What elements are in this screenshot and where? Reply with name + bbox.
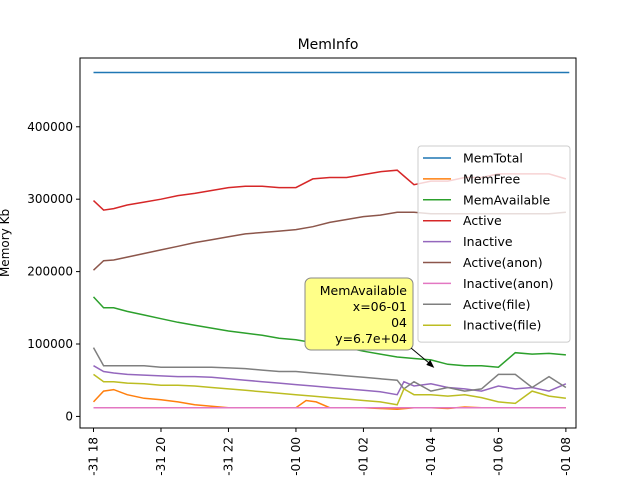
x-tick-label: -01 00	[289, 437, 303, 476]
annotation-arrowhead	[426, 359, 435, 368]
annotation-text: 04	[391, 315, 407, 330]
y-tick-label: 100000	[27, 337, 73, 351]
annotation-text: y=6.7e+04	[335, 331, 407, 346]
x-ticks: -31 18 -31 20 -31 22 -01 00 -01 02 -01 04 -01 …	[86, 428, 573, 476]
series-line-inactive-file	[93, 373, 566, 406]
y-ticks: 0 100000 200000 300000 400000	[27, 120, 80, 423]
y-tick-label: 300000	[27, 192, 73, 206]
legend-label-memavailable: MemAvailable	[463, 192, 551, 207]
x-tick-label: -31 18	[86, 437, 100, 476]
plot-frame	[79, 57, 577, 429]
legend-label-inactive: Inactive	[463, 234, 513, 249]
legend-label-memfree: MemFree	[463, 171, 520, 186]
x-tick-label: -01 08	[559, 437, 573, 476]
x-tick-label: -01 02	[356, 437, 370, 476]
legend-label-active-anon: Active(anon)	[463, 255, 543, 270]
legend: MemTotal MemFree MemAvailable Active Inactiv…	[417, 145, 571, 343]
series-line-inactive	[93, 365, 567, 396]
x-tick-label: -01 06	[491, 437, 505, 476]
series-line-active-file	[92, 347, 567, 392]
annotation-arrow	[410, 347, 432, 366]
legend-label-active: Active	[463, 213, 502, 228]
legend-label-inactive-anon: Inactive(anon)	[463, 276, 554, 291]
annotation-box	[304, 277, 414, 351]
legend-frame	[417, 145, 571, 343]
legend-label-inactive-file: Inactive(file)	[463, 318, 541, 333]
legend-label-memtotal: MemTotal	[463, 151, 523, 166]
chart-title: MemInfo	[298, 37, 359, 53]
annotation-text: x=06-01	[353, 299, 407, 314]
x-tick-label: -31 20	[154, 437, 168, 476]
y-tick-label: 200000	[27, 265, 73, 279]
axes-layer	[79, 57, 577, 429]
x-tick-label: -31 22	[221, 437, 235, 476]
y-axis-label: Memory Kb	[0, 209, 12, 277]
legend-label-active-file: Active(file)	[463, 297, 530, 312]
annotation-text: MemAvailable	[320, 283, 408, 298]
y-tick-label: 0	[65, 409, 73, 423]
x-tick-label: -01 04	[424, 437, 438, 476]
y-tick-label: 400000	[27, 120, 73, 134]
